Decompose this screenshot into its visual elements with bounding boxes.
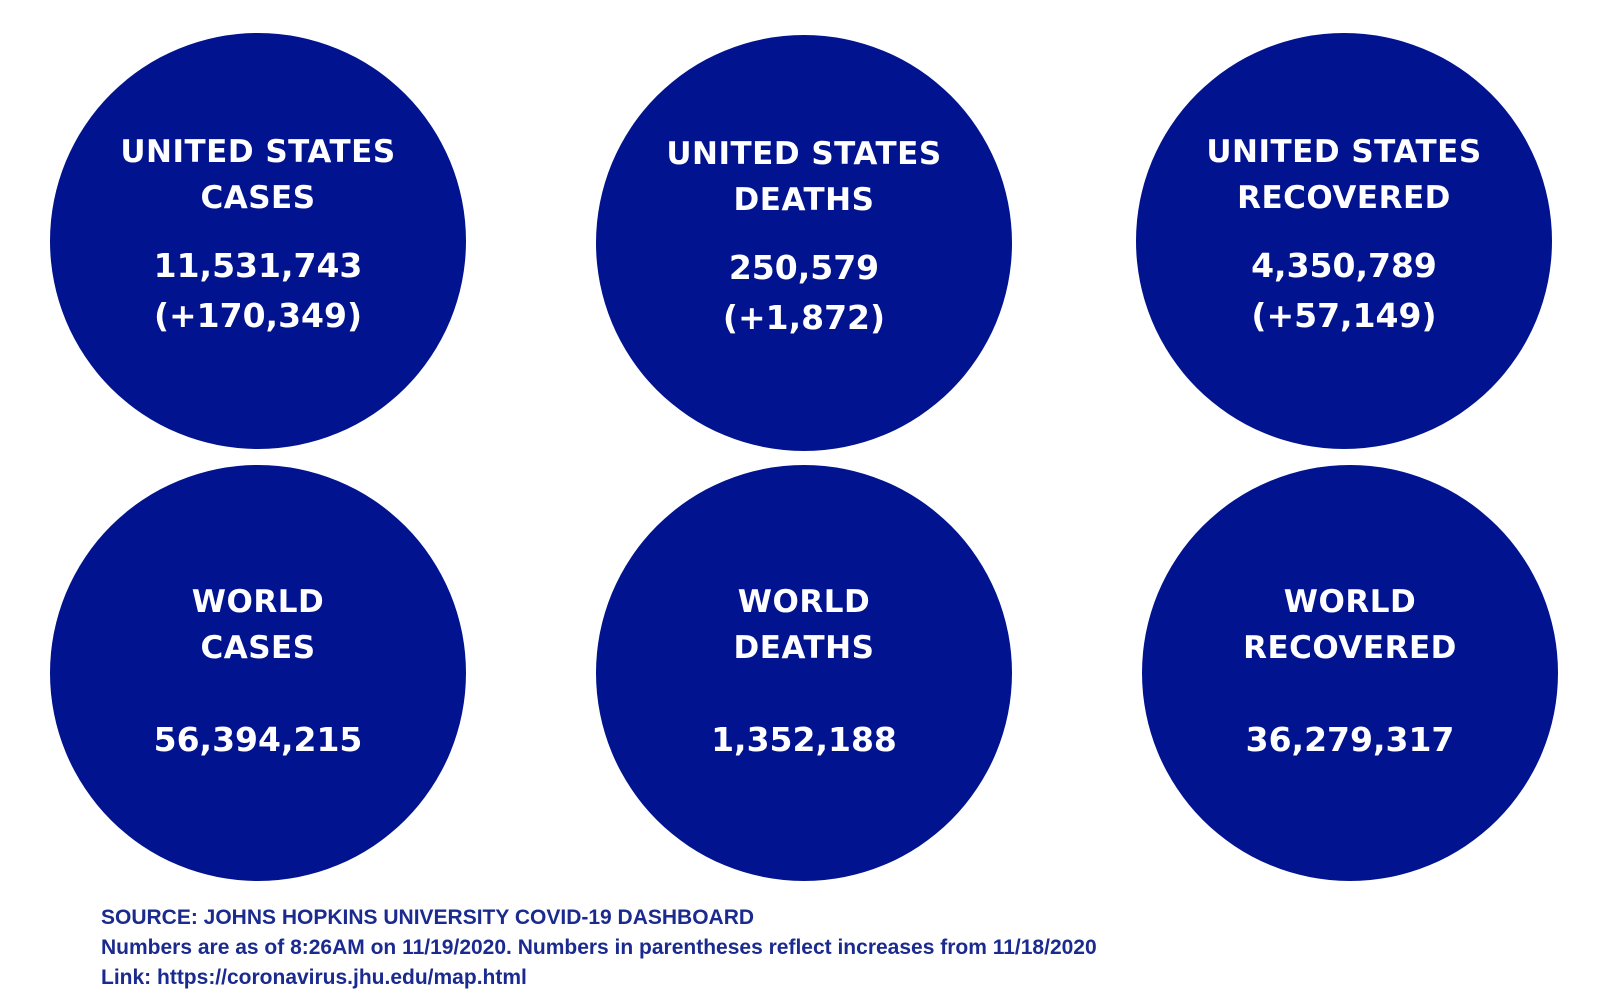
us-cases-title: UNITED STATES CASES <box>50 129 466 221</box>
us-cases-circle: UNITED STATES CASES 11,531,743 (+170,349… <box>50 33 466 449</box>
world-cases-title-line1: WORLD <box>191 584 325 620</box>
world-recovered-title-line1: WORLD <box>1283 584 1417 620</box>
world-recovered-circle: WORLD RECOVERED 36,279,317 <box>1142 465 1558 881</box>
us-cases-total: 11,531,743 <box>153 246 363 285</box>
us-cases-value: 11,531,743 (+170,349) <box>50 241 466 341</box>
world-cases-total: 56,394,215 <box>153 720 363 759</box>
world-cases-title: WORLD CASES <box>50 579 466 671</box>
us-recovered-title: UNITED STATES RECOVERED <box>1136 129 1552 221</box>
world-deaths-title-line2: DEATHS <box>733 630 875 666</box>
world-cases-value: 56,394,215 <box>50 715 466 765</box>
world-recovered-total: 36,279,317 <box>1245 720 1455 759</box>
footer-source: SOURCE: JOHNS HOPKINS UNIVERSITY COVID-1… <box>101 906 755 929</box>
us-deaths-title: UNITED STATES DEATHS <box>596 131 1012 223</box>
footer-link[interactable]: Link: https://coronavirus.jhu.edu/map.ht… <box>101 966 527 989</box>
us-deaths-title-line2: DEATHS <box>733 182 875 218</box>
us-recovered-title-line1: UNITED STATES <box>1206 134 1482 170</box>
world-deaths-total: 1,352,188 <box>711 720 897 759</box>
world-deaths-title-line1: WORLD <box>737 584 871 620</box>
world-deaths-circle: WORLD DEATHS 1,352,188 <box>596 465 1012 881</box>
us-recovered-total: 4,350,789 <box>1251 246 1437 285</box>
us-recovered-circle: UNITED STATES RECOVERED 4,350,789 (+57,1… <box>1136 33 1552 449</box>
world-recovered-value: 36,279,317 <box>1142 715 1558 765</box>
us-cases-title-line2: CASES <box>200 180 316 216</box>
us-recovered-increase: (+57,149) <box>1251 296 1437 335</box>
footer: SOURCE: JOHNS HOPKINS UNIVERSITY COVID-1… <box>101 903 1097 993</box>
world-deaths-value: 1,352,188 <box>596 715 1012 765</box>
world-deaths-title: WORLD DEATHS <box>596 579 1012 671</box>
world-recovered-title: WORLD RECOVERED <box>1142 579 1558 671</box>
us-recovered-value: 4,350,789 (+57,149) <box>1136 241 1552 341</box>
us-deaths-circle: UNITED STATES DEATHS 250,579 (+1,872) <box>596 35 1012 451</box>
us-deaths-value: 250,579 (+1,872) <box>596 243 1012 343</box>
us-cases-increase: (+170,349) <box>153 296 363 335</box>
world-cases-title-line2: CASES <box>200 630 316 666</box>
us-recovered-title-line2: RECOVERED <box>1237 180 1451 216</box>
us-deaths-title-line1: UNITED STATES <box>666 136 942 172</box>
world-cases-circle: WORLD CASES 56,394,215 <box>50 465 466 881</box>
world-recovered-title-line2: RECOVERED <box>1243 630 1457 666</box>
us-deaths-total: 250,579 <box>728 248 880 287</box>
us-cases-title-line1: UNITED STATES <box>120 134 396 170</box>
footer-note: Numbers are as of 8:26AM on 11/19/2020. … <box>101 936 1097 959</box>
us-deaths-increase: (+1,872) <box>722 298 886 337</box>
